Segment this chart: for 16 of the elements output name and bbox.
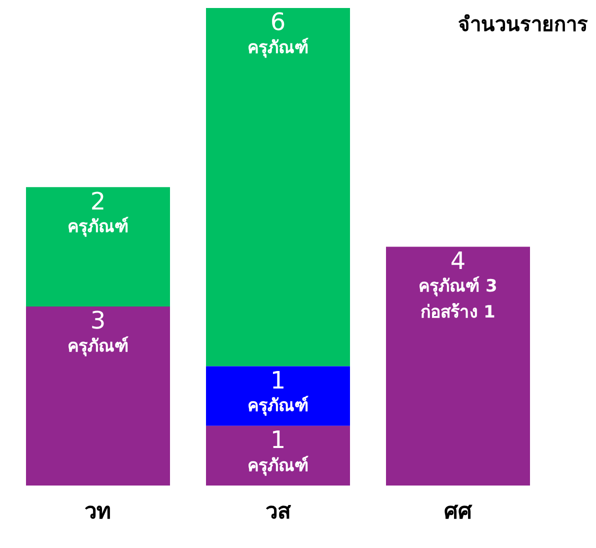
data-label: 2 ครุภัณฑ์: [68, 187, 128, 238]
bar: [386, 246, 530, 486]
x-tick-label: ศศ: [444, 500, 473, 525]
bar: [206, 426, 350, 486]
x-tick-label: วท: [84, 500, 112, 525]
chart-title: จำนวนรายการ: [458, 11, 588, 38]
bar: [206, 366, 350, 426]
data-label: 1 ครุภัณฑ์: [248, 426, 308, 476]
data-label: 6 ครุภัณฑ์: [248, 8, 308, 58]
data-label: 1 ครุภัณฑ์: [248, 366, 308, 416]
bar: [26, 306, 170, 486]
data-label: 4 ครุภัณฑ์ 3 ก่อสร้าง 1: [418, 247, 498, 323]
bar: [206, 8, 350, 366]
data-label: 3 ครุภัณฑ์: [68, 306, 128, 356]
bar: [26, 187, 170, 306]
x-tick-label: วส: [266, 500, 292, 525]
